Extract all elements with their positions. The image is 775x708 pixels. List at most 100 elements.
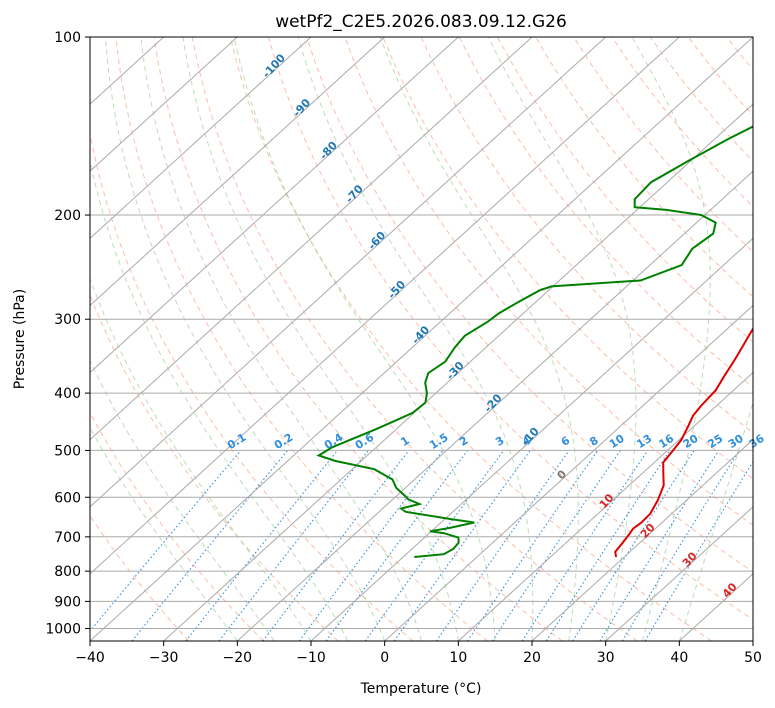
y-tick-label: 700: [54, 530, 81, 546]
x-tick-label: −40: [75, 650, 105, 666]
isotherm-line: [605, 506, 753, 641]
x-tick-label: 20: [523, 650, 541, 666]
moist-adiabat: [297, 37, 534, 641]
y-tick-label: 900: [54, 594, 81, 610]
isotherm-label: -10: [519, 425, 542, 449]
y-tick-label: 100: [54, 30, 81, 46]
mixing-ratio-line: [521, 450, 649, 641]
isotherm-line: [752, 640, 753, 641]
isotherm-label-lower: 10: [597, 491, 617, 511]
isotherm-line: [90, 37, 312, 240]
dry-adiabat: [90, 293, 339, 641]
dry-adiabat: [573, 37, 753, 253]
mixing-ratio-line: [644, 460, 753, 641]
isotherm-line: [90, 37, 238, 172]
dry-adiabat: [535, 37, 753, 298]
isotherm-line: [236, 170, 753, 641]
y-tick-label: 800: [54, 564, 81, 580]
y-tick-label: 300: [54, 312, 81, 328]
chart-title: wetPf2_C2E5.2026.083.09.12.G26: [275, 12, 567, 32]
moist-adiabat: [379, 37, 579, 641]
dry-adiabat: [268, 37, 753, 621]
moist-adiabat: [678, 400, 753, 641]
mixing-ratio-label: 36: [747, 432, 767, 451]
moist-adiabat: [90, 276, 312, 641]
mixing-ratio-line: [491, 450, 621, 641]
mixing-ratio-line: [435, 450, 570, 641]
background-lines: [90, 37, 775, 641]
mixing-ratio-line: [185, 450, 339, 641]
dewpoint-profile: [316, 125, 753, 558]
x-tick-label: −20: [223, 650, 253, 666]
x-tick-label: 10: [449, 650, 467, 666]
mixing-ratio-line: [545, 450, 671, 641]
mixing-ratio-line: [467, 450, 599, 641]
x-tick-label: −30: [149, 650, 179, 666]
mixing-ratio-line: [131, 450, 289, 641]
isotherm-line: [90, 37, 533, 441]
moist-adiabat: [90, 359, 275, 641]
x-axis-label: Temperature (°C): [360, 681, 482, 697]
moist-adiabat: [104, 37, 386, 641]
dry-adiabat: [90, 411, 264, 641]
isotherm-label: -40: [409, 323, 432, 347]
mixing-ratio-label: 2: [457, 434, 470, 449]
temperature-profile: [614, 326, 753, 558]
dry-adiabat: [687, 37, 753, 117]
isotherm-label: -70: [343, 182, 366, 206]
mixing-ratio-line: [325, 450, 468, 641]
isotherm-label: -100: [260, 51, 288, 80]
moist-adiabat: [90, 426, 238, 641]
dry-adiabat: [496, 37, 753, 343]
y-tick-label: 600: [54, 490, 81, 506]
isotherm-line: [90, 37, 459, 374]
isotherm-line: [457, 371, 753, 641]
dry-adiabat: [115, 37, 488, 641]
isotherm-label: -20: [482, 391, 505, 415]
dry-adiabat: [191, 37, 638, 641]
isotherm-label-lower: 30: [680, 549, 700, 569]
moist-adiabat: [233, 37, 496, 641]
sounding-profiles: [316, 125, 753, 558]
isotherm-line: [163, 103, 753, 641]
mixing-ratio-line: [572, 450, 695, 641]
grid-lines: [90, 37, 753, 641]
x-tick-label: 40: [670, 650, 688, 666]
dry-adiabat: [229, 37, 712, 641]
y-tick-label: 200: [54, 208, 81, 224]
y-tick-label: 400: [54, 386, 81, 402]
dry-adiabat: [765, 37, 775, 641]
x-tick-label: 0: [380, 650, 389, 666]
dry-adiabat: [153, 37, 563, 641]
mixing-ratio-line: [218, 450, 369, 641]
mixing-ratio-label: 16: [656, 432, 676, 451]
isotherm-line: [90, 37, 607, 508]
line-labels: 0.1 0.2 0.4 0.6 1 1.5 2 3 4 6 8 10 13 16 20 25 30 36-100-…: [225, 51, 767, 600]
x-tick-label: 50: [744, 650, 762, 666]
mixing-ratio-label: 0.6: [353, 431, 377, 453]
mixing-ratio-line: [298, 450, 444, 641]
x-tick-label: −10: [296, 650, 326, 666]
moist-adiabat: [90, 158, 349, 641]
isotherm-line: [90, 37, 386, 307]
moist-adiabat: [182, 37, 459, 641]
mixing-ratio-label: 10: [607, 432, 627, 451]
x-tick-label: 30: [597, 650, 615, 666]
dry-adiabat: [90, 131, 414, 641]
dry-adiabat: [649, 37, 753, 162]
dry-adiabat: [306, 37, 753, 573]
mixing-ratio-line: [90, 450, 242, 632]
mixing-ratio-label: 0.4: [322, 431, 346, 453]
mixing-ratio-label: 6: [559, 434, 573, 449]
isotherm-line: [531, 438, 753, 641]
isotherm-label: -80: [317, 139, 340, 163]
mixing-ratio-label: 8: [587, 434, 600, 449]
y-tick-label: 500: [54, 443, 81, 459]
isotherm-line: [90, 37, 680, 575]
mixing-ratio-line: [262, 450, 410, 641]
mixing-ratio-label: 1.5: [427, 431, 450, 452]
axis-ticks: −40 −30 −20 −10 0 10 20 30 40 5010020030040050060…: [45, 30, 762, 666]
mixing-ratio-line: [599, 450, 720, 641]
